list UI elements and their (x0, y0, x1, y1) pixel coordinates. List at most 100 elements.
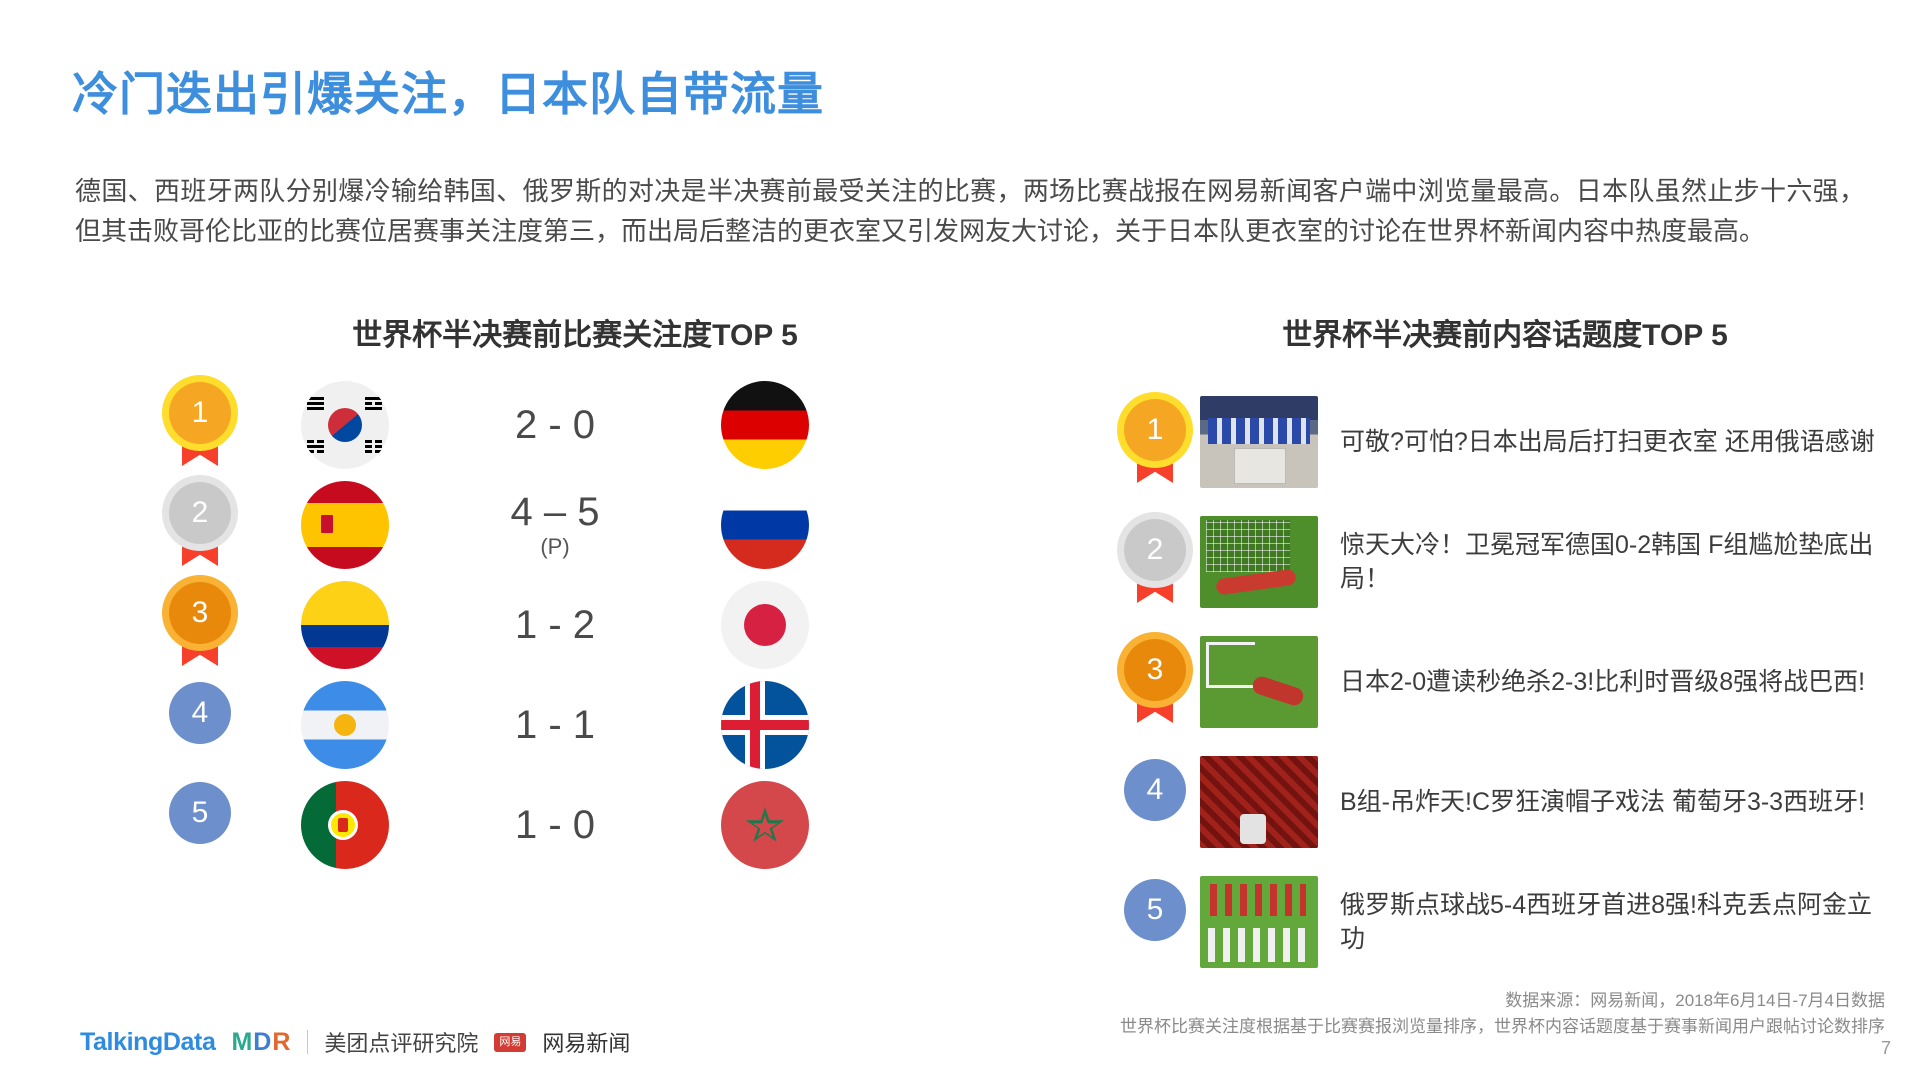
rank-badge-1: 1 (169, 382, 231, 468)
rank-cell: 2 (1110, 519, 1200, 605)
home-flag-cell (260, 381, 430, 469)
flag-iceland-icon (721, 681, 809, 769)
section-title-topics: 世界杯半决赛前内容话题度TOP 5 (1282, 319, 1728, 352)
rank-number: 1 (169, 382, 231, 444)
flag-germany-icon (721, 381, 809, 469)
matches-list: 1 2 - 0 (140, 375, 980, 875)
rank-cell: 4 (140, 682, 260, 768)
rank-number: 3 (1124, 639, 1186, 701)
meituan-research-logo: 美团点评研究院 (324, 1031, 479, 1056)
rank-number: 2 (1124, 519, 1186, 581)
list-item[interactable]: 5 俄罗斯点球战5-4西班牙首进8强!科克丢点阿金立功 (1110, 862, 1910, 982)
news-headline: 惊天大冷！卫冕冠军德国0-2韩国 F组尴尬垫底出局！ (1340, 530, 1874, 594)
away-flag-cell (680, 581, 850, 669)
rank-badge-1: 1 (1124, 399, 1186, 485)
table-row: 3 1 - 2 (140, 575, 980, 675)
rank-badge-4: 4 (1124, 759, 1186, 845)
score-value: 1 - 1 (514, 703, 596, 747)
home-flag-cell (260, 681, 430, 769)
source-line-1: 数据来源：网易新闻，2018年6月14日-7月4日数据 (1505, 991, 1885, 1010)
rank-cell: 5 (140, 782, 260, 868)
mdr-logo: MDR (231, 1028, 291, 1057)
section-title-matches: 世界杯半决赛前比赛关注度TOP 5 (352, 319, 798, 352)
rank-number: 1 (1124, 399, 1186, 461)
list-item[interactable]: 4 B组-吊炸天!C罗狂演帽子戏法 葡萄牙3-3西班牙! (1110, 742, 1910, 862)
score-value: 1 - 0 (514, 803, 596, 847)
away-flag-cell (680, 681, 850, 769)
rank-cell: 3 (1110, 639, 1200, 725)
netease-news-logo: 网易新闻 (542, 1031, 631, 1056)
news-thumbnail (1200, 876, 1318, 968)
flag-russia-icon (721, 481, 809, 569)
rank-cell: 3 (140, 582, 260, 668)
rank-cell: 4 (1110, 759, 1200, 845)
flag-korea-icon (301, 381, 389, 469)
topics-list: 1 可敬?可怕?日本出局后打扫更衣室 还用俄语感谢 2 惊天大冷！卫冕冠军德国0… (1110, 382, 1910, 982)
news-thumbnail (1200, 396, 1318, 488)
table-row: 1 2 - 0 (140, 375, 980, 475)
page-number: 7 (1880, 1038, 1891, 1058)
score-cell: 2 - 0 (430, 405, 680, 445)
flag-portugal-icon (301, 781, 389, 869)
flag-japan-icon (721, 581, 809, 669)
source-line-2: 世界杯比赛关注度根据基于比赛赛报浏览量排序，世界杯内容话题度基于赛事新闻用户跟帖… (1120, 1017, 1885, 1037)
rank-cell: 5 (1110, 879, 1200, 965)
score-value: 4 – 5 (510, 490, 600, 534)
rank-number: 5 (1124, 879, 1186, 941)
flag-spain-icon (301, 481, 389, 569)
page-title: 冷门迭出引爆关注，日本队自带流量 (72, 68, 824, 120)
list-item[interactable]: 3 日本2-0遭读秒绝杀2-3!比利时晋级8强将战巴西! (1110, 622, 1910, 742)
away-flag-cell (680, 481, 850, 569)
rank-number: 4 (169, 682, 231, 744)
rank-number: 4 (1124, 759, 1186, 821)
rank-number: 5 (169, 782, 231, 844)
news-thumbnail (1200, 756, 1318, 848)
source-note: 数据来源：网易新闻，2018年6月14日-7月4日数据 世界杯比赛关注度根据基于… (1120, 988, 1885, 1041)
rank-cell: 1 (1110, 399, 1200, 485)
talkingdata-logo: TalkingData (80, 1027, 216, 1056)
table-row: 2 4 – 5 (P) (140, 475, 980, 575)
away-flag-cell (680, 781, 850, 869)
lede-paragraph: 德国、西班牙两队分别爆冷输给韩国、俄罗斯的对决是半决赛前最受关注的比赛，两场比赛… (75, 176, 1865, 246)
mdr-m: M (231, 1027, 254, 1056)
news-headline: 俄罗斯点球战5-4西班牙首进8强!科克丢点阿金立功 (1340, 890, 1872, 954)
news-headline: 可敬?可怕?日本出局后打扫更衣室 还用俄语感谢 (1340, 427, 1875, 456)
rank-badge-3: 3 (1124, 639, 1186, 725)
score-cell: 1 - 1 (430, 705, 680, 745)
list-item[interactable]: 2 惊天大冷！卫冕冠军德国0-2韩国 F组尴尬垫底出局！ (1110, 502, 1910, 622)
flag-argentina-icon (301, 681, 389, 769)
logo-divider (307, 1030, 309, 1054)
rank-badge-3: 3 (169, 582, 231, 668)
table-row: 5 1 - 0 (140, 775, 980, 875)
rank-cell: 1 (140, 382, 260, 468)
rank-badge-4: 4 (169, 682, 231, 768)
rank-badge-5: 5 (1124, 879, 1186, 965)
logo-bar: TalkingData MDR 美团点评研究院 网易 网易新闻 (80, 1026, 630, 1058)
flag-morocco-icon (721, 781, 809, 869)
news-headline: B组-吊炸天!C罗狂演帽子戏法 葡萄牙3-3西班牙! (1340, 787, 1866, 816)
away-flag-cell (680, 381, 850, 469)
penalty-note: (P) (540, 534, 570, 559)
rank-badge-2: 2 (1124, 519, 1186, 605)
list-item[interactable]: 1 可敬?可怕?日本出局后打扫更衣室 还用俄语感谢 (1110, 382, 1910, 502)
score-value: 2 - 0 (514, 403, 596, 447)
table-row: 4 1 - 1 (140, 675, 980, 775)
news-headline: 日本2-0遭读秒绝杀2-3!比利时晋级8强将战巴西! (1340, 667, 1866, 696)
rank-number: 2 (169, 482, 231, 544)
score-cell: 1 - 2 (430, 605, 680, 645)
home-flag-cell (260, 481, 430, 569)
news-thumbnail (1200, 636, 1318, 728)
rank-number: 3 (169, 582, 231, 644)
rank-badge-5: 5 (169, 782, 231, 868)
news-thumbnail (1200, 516, 1318, 608)
mdr-d: D (253, 1027, 273, 1056)
score-cell: 1 - 0 (430, 805, 680, 845)
rank-cell: 2 (140, 482, 260, 568)
home-flag-cell (260, 781, 430, 869)
home-flag-cell (260, 581, 430, 669)
netease-badge-icon: 网易 (494, 1032, 527, 1052)
flag-colombia-icon (301, 581, 389, 669)
mdr-r: R (272, 1027, 292, 1056)
rank-badge-2: 2 (169, 482, 231, 568)
